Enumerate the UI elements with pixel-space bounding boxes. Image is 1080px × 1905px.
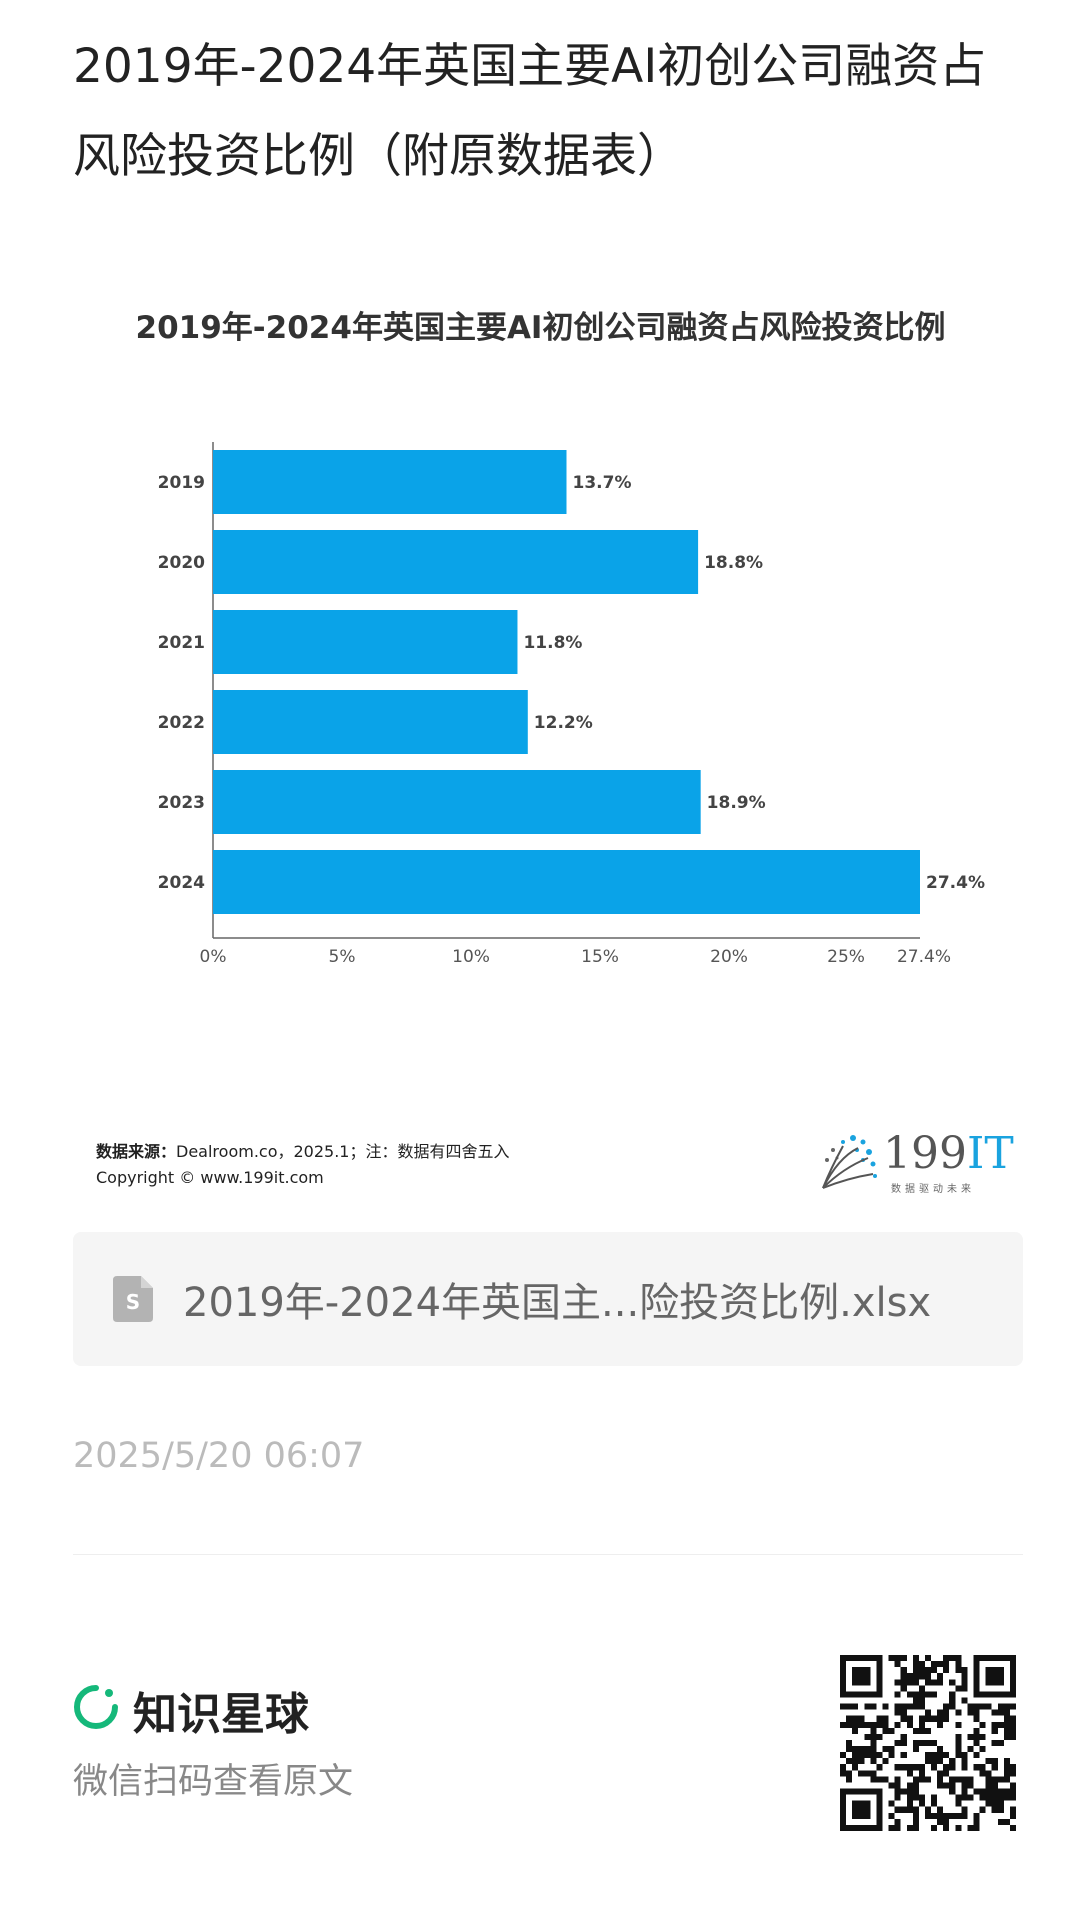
copyright: Copyright © www.199it.com <box>96 1168 324 1187</box>
attachment-card[interactable]: S 2019年-2024年英国主...险投资比例.xlsx <box>73 1232 1023 1366</box>
dandelion-icon <box>822 1135 877 1189</box>
data-label-2020: 18.8% <box>704 553 763 573</box>
data-label-2023: 18.9% <box>707 793 766 813</box>
x-tick-label: 25% <box>827 947 865 967</box>
category-label-2021: 2021 <box>158 633 205 653</box>
bar-2024 <box>213 850 920 914</box>
chart-card: 2019年-2024年英国主要AI初创公司融资占风险投资比例 2019 13.7%… <box>73 280 1014 1210</box>
199it-logo: 199IT 数据驱动未来 <box>813 1128 1014 1198</box>
publish-timestamp: 2025/5/20 06:07 <box>73 1436 365 1476</box>
category-label-2024: 2024 <box>158 873 205 893</box>
bar-2023 <box>213 770 701 834</box>
attachment-file-name: 2019年-2024年英国主...险投资比例.xlsx <box>183 1280 932 1326</box>
brand-name: 知识星球 <box>133 1689 309 1740</box>
svg-text:S: S <box>126 1290 140 1314</box>
x-tick-label: 27.4% <box>897 947 951 967</box>
divider <box>73 1554 1023 1555</box>
page-title: 2019年-2024年英国主要AI初创公司融资占风险投资比例（附原数据表） <box>73 39 987 184</box>
data-label-2022: 12.2% <box>534 713 593 733</box>
spreadsheet-file-icon: S <box>113 1276 153 1322</box>
scan-hint: 微信扫码查看原文 <box>73 1762 354 1802</box>
category-label-2019: 2019 <box>158 473 205 493</box>
bar-2020 <box>213 530 699 594</box>
logo-text: 199IT <box>883 1128 1014 1179</box>
logo-tagline: 数据驱动未来 <box>891 1184 975 1195</box>
data-source: 数据来源：Dealroom.co，2025.1；注：数据有四舍五入 <box>96 1138 509 1162</box>
chart-title: 2019年-2024年英国主要AI初创公司融资占风险投资比例 <box>135 310 946 346</box>
data-label-2021: 11.8% <box>523 633 582 653</box>
source-text: Dealroom.co，2025.1；注：数据有四舍五入 <box>176 1142 510 1161</box>
zsxq-ring-icon <box>74 1685 118 1729</box>
bar-2019 <box>213 450 567 514</box>
qr-code-icon[interactable] <box>840 1655 1016 1831</box>
x-tick-label: 15% <box>581 947 619 967</box>
category-label-2020: 2020 <box>158 553 205 573</box>
data-label-2019: 13.7% <box>573 473 632 493</box>
x-tick-label: 5% <box>329 947 356 967</box>
category-label-2022: 2022 <box>158 713 205 733</box>
data-label-2024: 27.4% <box>926 873 985 893</box>
x-tick-label: 0% <box>200 947 227 967</box>
x-tick-label: 10% <box>452 947 490 967</box>
bar-2022 <box>213 690 528 754</box>
bar-2021 <box>213 610 518 674</box>
source-label: 数据来源： <box>96 1142 177 1161</box>
category-label-2023: 2023 <box>158 793 205 813</box>
x-tick-label: 20% <box>710 947 748 967</box>
bar-chart: 2019 13.7% 2020 18.8% 2021 11.8% 2022 12.2% 2023… <box>158 442 985 967</box>
